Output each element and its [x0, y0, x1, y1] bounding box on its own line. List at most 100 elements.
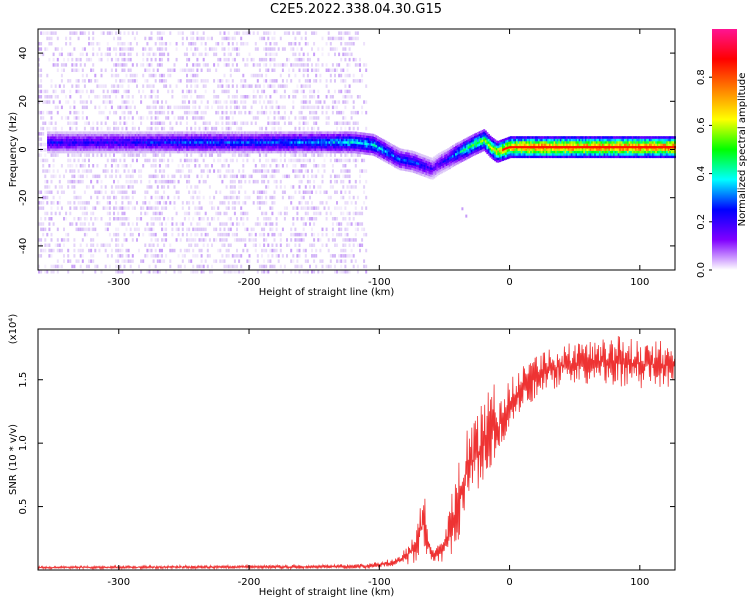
noise-cell	[154, 174, 157, 179]
noise-cell	[196, 36, 199, 41]
noise-cell	[281, 254, 284, 258]
ridge-cell	[214, 148, 217, 151]
ridge-cell	[283, 145, 286, 149]
noise-cell	[50, 36, 53, 41]
noise-cell	[294, 232, 297, 237]
ridge-cell	[64, 133, 67, 137]
noise-cell	[263, 217, 266, 221]
noise-cell	[338, 36, 341, 41]
ridge-cell	[269, 136, 272, 139]
ridge-cell	[64, 141, 67, 144]
noise-cell	[334, 158, 336, 163]
ridge-cell	[250, 138, 253, 142]
ridge-cell	[142, 136, 145, 139]
noise-cell	[206, 68, 209, 72]
ridge-cell	[169, 131, 171, 134]
ridge-cell	[273, 138, 276, 142]
noise-cell	[196, 47, 199, 51]
noise-cell	[96, 52, 99, 57]
ridge-cell	[109, 133, 112, 137]
ridge-cell	[183, 145, 186, 149]
noise-cell	[359, 63, 361, 67]
noise-cell	[231, 57, 234, 62]
noise-cell	[63, 227, 65, 232]
ridge-cell	[164, 136, 167, 139]
ridge-cell	[83, 133, 86, 137]
noise-cell	[217, 174, 220, 179]
ridge-cell	[309, 148, 312, 151]
noise-cell	[200, 206, 203, 210]
noise-cell	[38, 137, 40, 141]
noise-cell	[342, 259, 345, 263]
noise-cell	[238, 259, 241, 263]
noise-cell	[298, 57, 301, 62]
ridge-cell	[117, 143, 120, 147]
ridge-cell	[300, 138, 303, 142]
noise-cell	[158, 42, 161, 46]
noise-cell	[292, 31, 295, 35]
noise-cell	[263, 84, 266, 88]
noise-cell	[269, 217, 272, 221]
noise-cell	[302, 89, 305, 94]
noise-cell	[229, 243, 232, 247]
noise-cell	[217, 95, 220, 99]
noise-cell	[311, 153, 313, 157]
ridge-cell	[53, 148, 56, 151]
noise-cell	[313, 179, 316, 184]
noise-cell	[83, 158, 86, 163]
noise-cell	[267, 36, 270, 41]
noise-cell	[363, 201, 366, 205]
ridge-cell	[250, 133, 253, 137]
noise-cell	[73, 105, 76, 110]
ridge-cell	[148, 138, 151, 142]
noise-cell	[298, 248, 301, 253]
ridge-cell	[306, 133, 309, 137]
noise-cell	[261, 174, 263, 179]
ridge-cell	[239, 136, 242, 139]
ridge-cell	[59, 141, 62, 144]
noise-cell	[52, 57, 55, 62]
ridge-cell	[50, 150, 53, 154]
ridge-cell	[133, 143, 136, 147]
noise-cell	[131, 121, 134, 125]
noise-cell	[192, 73, 195, 78]
noise-cell	[183, 174, 186, 179]
noise-cell	[313, 243, 316, 247]
ridge-cell	[144, 133, 146, 137]
ridge-cell	[198, 141, 201, 144]
noise-cell	[90, 243, 93, 247]
noise-cell	[275, 270, 278, 274]
ridge-cell	[87, 131, 90, 134]
noise-cell	[154, 201, 157, 205]
noise-cell	[325, 68, 328, 72]
ridge-cell	[234, 133, 237, 137]
noise-cell	[256, 116, 259, 120]
noise-cell	[100, 121, 103, 125]
noise-cell	[365, 126, 368, 131]
ridge-cell	[186, 148, 189, 151]
ridge-cell	[125, 133, 128, 137]
noise-cell	[206, 217, 209, 221]
ridge-cell	[150, 138, 153, 142]
noise-cell	[242, 57, 245, 62]
noise-cell	[338, 63, 341, 67]
ridge-cell	[241, 136, 243, 139]
ridge-cell	[139, 145, 142, 149]
ridge-cell	[309, 150, 312, 154]
noise-cell	[150, 248, 153, 253]
ridge-cell	[109, 143, 112, 147]
ridge-cell	[184, 150, 187, 154]
noise-cell	[321, 47, 324, 51]
ridge-cell	[115, 141, 118, 144]
ridge-cell	[284, 148, 287, 151]
ridge-cell	[228, 150, 231, 154]
ridge-cell	[59, 133, 62, 137]
noise-cell	[313, 185, 316, 189]
noise-cell	[365, 110, 368, 115]
ridge-cell	[317, 145, 320, 149]
ridge-cell	[287, 131, 290, 134]
noise-cell	[325, 105, 328, 110]
ridge-cell	[103, 136, 106, 139]
ridge-cell	[312, 148, 315, 151]
ridge-cell	[164, 145, 167, 149]
